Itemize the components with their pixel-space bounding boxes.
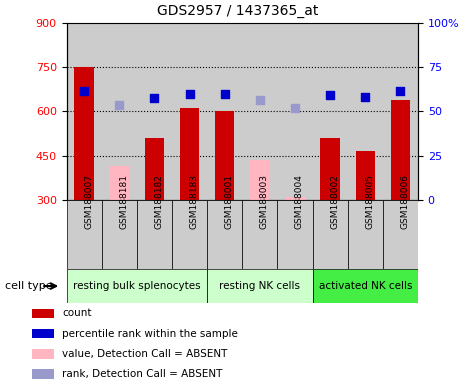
Bar xyxy=(145,138,164,200)
Bar xyxy=(348,200,383,269)
Bar xyxy=(137,200,172,269)
Bar xyxy=(215,111,234,200)
Bar xyxy=(250,160,269,200)
Bar xyxy=(102,23,137,200)
Text: GSM188006: GSM188006 xyxy=(400,174,409,229)
Text: GSM188182: GSM188182 xyxy=(154,174,163,229)
Bar xyxy=(102,200,137,269)
Bar xyxy=(66,269,207,303)
Text: GDS2957 / 1437365_at: GDS2957 / 1437365_at xyxy=(157,4,318,18)
Bar xyxy=(32,369,54,379)
Bar xyxy=(383,200,418,269)
Bar xyxy=(348,23,383,200)
Bar xyxy=(32,329,54,338)
Text: GSM188002: GSM188002 xyxy=(330,174,339,229)
Point xyxy=(221,91,228,97)
Text: rank, Detection Call = ABSENT: rank, Detection Call = ABSENT xyxy=(62,369,223,379)
Bar xyxy=(383,23,418,200)
Point xyxy=(397,88,404,94)
Bar xyxy=(207,269,313,303)
Point xyxy=(115,103,123,109)
Text: GSM188183: GSM188183 xyxy=(190,174,199,229)
Text: GSM188004: GSM188004 xyxy=(295,174,304,229)
Bar xyxy=(277,23,313,200)
Bar xyxy=(356,151,375,200)
Text: GSM188007: GSM188007 xyxy=(84,174,93,229)
Bar xyxy=(180,108,199,200)
Bar xyxy=(32,349,54,359)
Bar xyxy=(313,200,348,269)
Text: activated NK cells: activated NK cells xyxy=(319,281,412,291)
Bar xyxy=(110,166,129,200)
Bar xyxy=(66,200,102,269)
Bar xyxy=(242,200,277,269)
Bar xyxy=(75,67,94,200)
Point xyxy=(256,96,264,103)
Text: value, Detection Call = ABSENT: value, Detection Call = ABSENT xyxy=(62,349,228,359)
Bar xyxy=(285,197,304,200)
Text: GSM188001: GSM188001 xyxy=(225,174,234,229)
Text: count: count xyxy=(62,308,92,318)
Bar xyxy=(207,23,242,200)
Point xyxy=(361,94,369,100)
Bar xyxy=(172,23,207,200)
Bar xyxy=(313,23,348,200)
Bar xyxy=(242,23,277,200)
Bar xyxy=(137,23,172,200)
Text: GSM188181: GSM188181 xyxy=(119,174,128,229)
Point xyxy=(186,91,193,97)
Point xyxy=(291,105,299,111)
Bar xyxy=(321,138,340,200)
Text: resting bulk splenocytes: resting bulk splenocytes xyxy=(73,281,200,291)
Bar xyxy=(172,200,207,269)
Text: cell type: cell type xyxy=(5,281,52,291)
Text: resting NK cells: resting NK cells xyxy=(219,281,300,291)
Bar xyxy=(207,200,242,269)
Bar xyxy=(313,269,418,303)
Point xyxy=(326,92,334,98)
Text: percentile rank within the sample: percentile rank within the sample xyxy=(62,329,238,339)
Bar xyxy=(66,23,102,200)
Bar xyxy=(277,200,313,269)
Bar xyxy=(391,99,410,200)
Text: GSM188003: GSM188003 xyxy=(260,174,269,229)
Bar xyxy=(32,309,54,318)
Text: GSM188005: GSM188005 xyxy=(365,174,374,229)
Point xyxy=(80,88,88,94)
Point xyxy=(151,95,158,101)
